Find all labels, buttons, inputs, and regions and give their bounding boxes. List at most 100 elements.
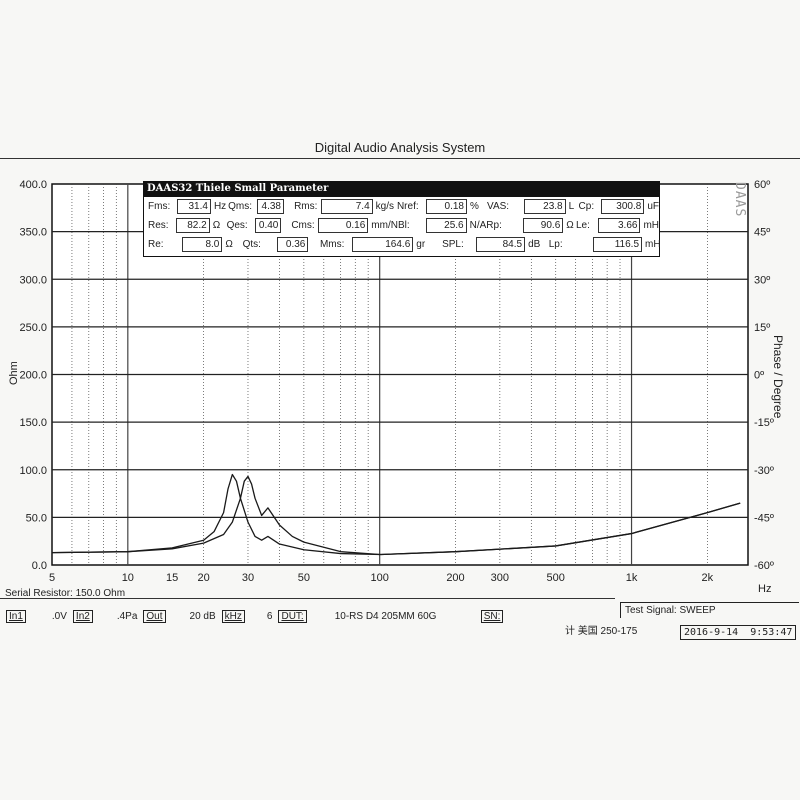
y2-tick-label: -45º	[754, 512, 774, 524]
y2-tick-label: -60º	[754, 560, 774, 572]
y-tick-label: 350.0	[19, 227, 47, 239]
param-row: Res: 82.2 Ω Qes: 0.40 Cms: 0.16 mm/N Bl: 25.6 N/A R…	[144, 216, 659, 235]
y-tick-label: 100.0	[19, 465, 47, 477]
x-tick-label: 300	[491, 572, 509, 584]
param-value: 25.6	[425, 218, 467, 233]
date: 2016-9-14	[684, 627, 739, 638]
param-value: 7.4	[321, 199, 373, 214]
y2-tick-label: -30º	[754, 465, 774, 477]
test-signal: Test Signal: SWEEP	[620, 602, 799, 618]
param-value: 4.38	[256, 199, 284, 214]
daas-watermark: DAAS	[732, 182, 747, 218]
param-label: Lp:	[548, 239, 563, 250]
param-value: 0.18	[425, 199, 467, 214]
footer-divider	[0, 598, 615, 599]
y-tick-label: 300.0	[19, 274, 47, 286]
x-tick-label: 100	[370, 572, 388, 584]
param-value: 23.8	[524, 199, 566, 214]
y-axis-label: Ohm	[8, 361, 20, 385]
param-value: 3.66	[598, 218, 641, 233]
x-tick-label: 500	[547, 572, 565, 584]
impedance-curve-2	[51, 475, 741, 556]
param-label: Nref:	[396, 201, 419, 212]
param-label: Rms:	[294, 201, 318, 212]
param-value: 300.8	[601, 199, 645, 214]
param-value: 84.5	[476, 237, 526, 252]
param-label: Cms:	[291, 220, 315, 231]
dut-button[interactable]: DUT:	[278, 610, 307, 623]
params-title: DAAS32 Thiele Small Parameter	[144, 182, 659, 197]
param-label: Mms:	[319, 239, 345, 250]
in2-value: .4Pa	[116, 611, 138, 622]
y-tick-label: 250.0	[19, 322, 47, 334]
y-tick-label: 200.0	[19, 370, 47, 382]
serial-resistor: Serial Resistor: 150.0 Ohm	[5, 588, 126, 599]
param-row: Fms: 31.4 Hz Qms: 4.38 Rms: 7.4 kg/s Nref: 0.18% V…	[144, 197, 659, 216]
param-value: 82.2	[175, 218, 210, 233]
param-label: Re:	[148, 239, 164, 250]
out-value: 20 dB	[189, 611, 216, 622]
param-unit: mH	[645, 239, 661, 250]
x-tick-label: 20	[198, 572, 210, 584]
time: 9:53:47	[750, 627, 793, 638]
x-tick-label: 30	[242, 572, 254, 584]
param-unit: N/A	[469, 220, 487, 231]
title-divider	[0, 158, 800, 159]
x-tick-label: 1k	[626, 572, 638, 584]
param-unit: Ω	[566, 220, 574, 231]
sn-button[interactable]: SN:	[480, 610, 504, 623]
note-text: 计 美国 250-175	[565, 626, 638, 637]
param-label: Bl:	[397, 220, 410, 231]
in1-value: .0V	[51, 611, 67, 622]
param-unit: Hz	[213, 201, 227, 212]
x-axis-label: Hz	[758, 583, 772, 595]
x-tick-label: 2k	[702, 572, 714, 584]
y2-tick-label: 30º	[754, 274, 770, 286]
y2-tick-label: 45º	[754, 227, 770, 239]
dut-value: 10-RS D4 205MM 60G	[334, 611, 437, 622]
param-label: SPL:	[442, 239, 464, 250]
param-value: 0.16	[317, 218, 369, 233]
khz-button[interactable]: kHz	[221, 610, 245, 623]
x-tick-label: 10	[122, 572, 134, 584]
khz-value: 6	[266, 611, 273, 622]
y2-tick-label: 15º	[754, 322, 770, 334]
param-value: 90.6	[522, 218, 564, 233]
param-unit: mH	[643, 220, 660, 231]
param-unit: %	[470, 201, 479, 212]
x-tick-label: 15	[166, 572, 178, 584]
param-value: 0.40	[254, 218, 282, 233]
y-tick-label: 0.0	[32, 560, 47, 572]
param-label: VAS:	[487, 201, 510, 212]
y2-tick-label: 0º	[754, 370, 764, 382]
param-label: Qts:	[242, 239, 261, 250]
y-tick-label: 400.0	[19, 179, 47, 191]
param-value: 31.4	[176, 199, 211, 214]
param-label: Qms:	[228, 201, 253, 212]
out-button[interactable]: Out	[143, 610, 166, 623]
y2-tick-label: 60º	[754, 179, 770, 191]
param-value: 8.0	[181, 237, 223, 252]
param-row: Re: 8.0 Ω Qts: 0.36 Mms: 164.6 gr SPL: 84.5 dB Lp: 1…	[144, 235, 661, 254]
x-tick-label: 200	[446, 572, 464, 584]
param-label: Rp:	[486, 220, 502, 231]
param-label: Le:	[575, 220, 590, 231]
param-label: Fms:	[148, 201, 171, 212]
param-unit: kg/s	[375, 201, 394, 212]
param-value: 0.36	[276, 237, 309, 252]
param-value: 164.6	[352, 237, 414, 252]
param-label: Res:	[148, 220, 169, 231]
param-unit: Ω	[212, 220, 221, 231]
param-label: Qes:	[226, 220, 248, 231]
param-unit: gr	[416, 239, 426, 250]
param-label: Cp:	[578, 201, 595, 212]
x-tick-label: 50	[298, 572, 310, 584]
param-unit: uF	[647, 201, 659, 212]
ts-parameter-panel: DAAS32 Thiele Small Parameter Fms: 31.4 Hz…	[143, 181, 661, 257]
in2-button[interactable]: In2	[72, 610, 93, 623]
y2-axis-label: Phase / Degree	[771, 335, 785, 419]
param-unit: Ω	[225, 239, 233, 250]
in1-button[interactable]: In1	[6, 610, 26, 623]
param-unit: mm/N	[371, 220, 398, 231]
